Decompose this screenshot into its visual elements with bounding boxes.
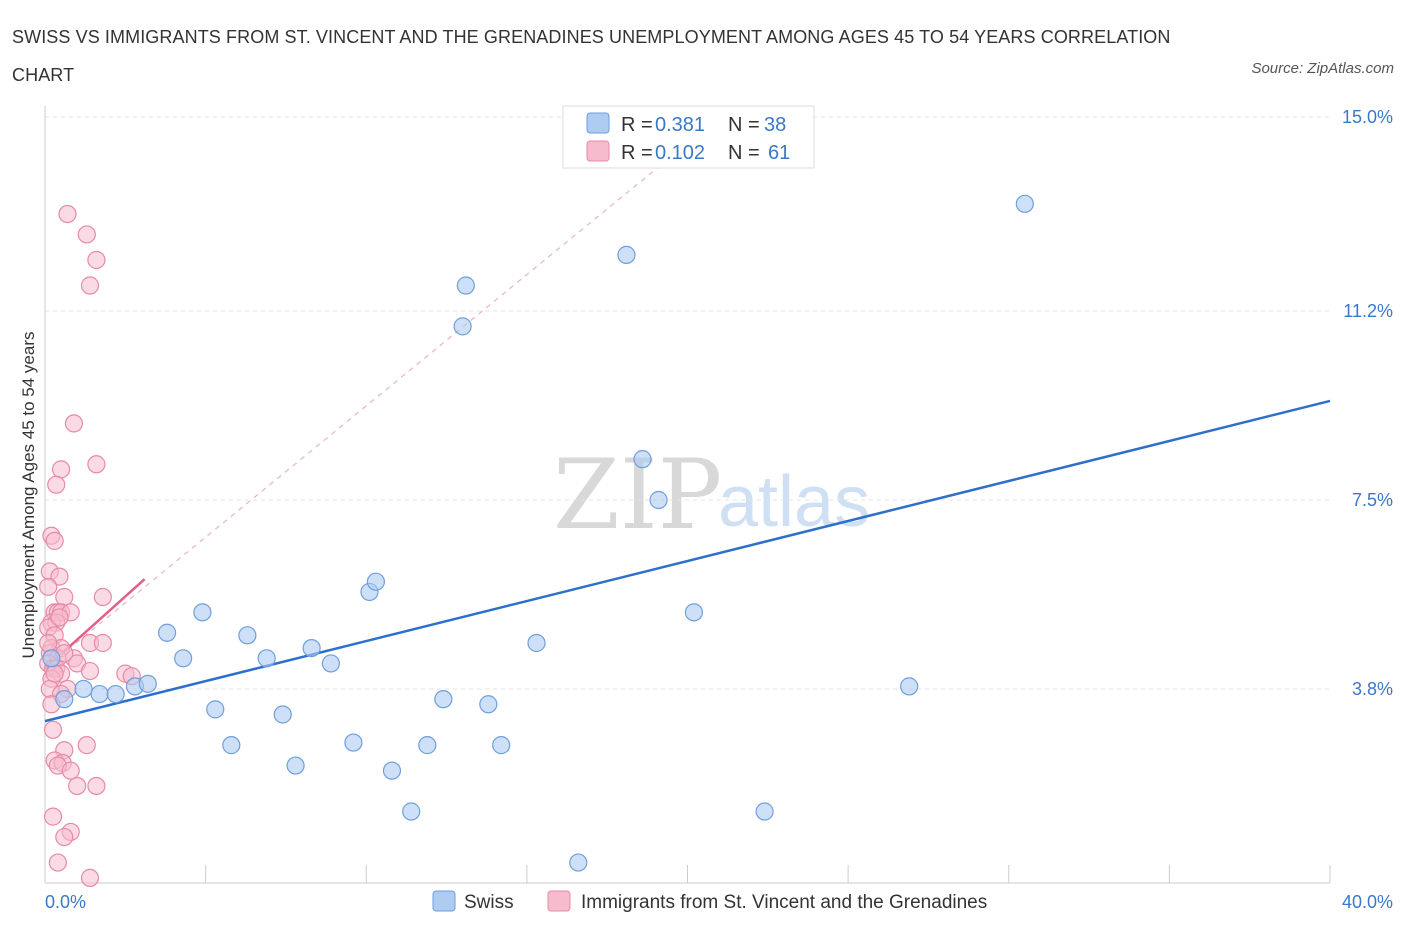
watermark-atlas: atlas (718, 462, 870, 542)
bottom-legend-swiss: Swiss (464, 892, 514, 913)
point-swiss (74, 679, 93, 699)
point-swiss (366, 572, 385, 591)
point-swiss (106, 684, 125, 704)
point-swiss (649, 490, 668, 510)
point-swiss (138, 674, 157, 693)
point-swiss (492, 736, 511, 755)
point-swiss (42, 649, 61, 668)
point-swiss (684, 603, 704, 622)
point-swiss (174, 649, 193, 668)
point-swiss (302, 638, 321, 658)
legend-swatch-immigrants (586, 140, 610, 162)
point-immigrants (80, 661, 100, 681)
point-immigrants (93, 587, 112, 607)
point-swiss (90, 684, 109, 704)
point-immigrants (55, 587, 74, 607)
point-swiss (206, 700, 225, 719)
point-swiss (321, 654, 341, 673)
point-immigrants (45, 531, 64, 550)
point-immigrants (43, 807, 63, 826)
point-swiss (418, 736, 437, 755)
legend-swiss-r-label: R = (621, 114, 653, 136)
legend-immigrants-n-label: N = (728, 142, 760, 164)
point-immigrants (64, 414, 84, 433)
point-immigrants (87, 250, 106, 270)
point-swiss (633, 450, 652, 469)
point-swiss (55, 690, 74, 709)
bottom-swatch-swiss (432, 890, 456, 912)
point-swiss (382, 761, 402, 780)
legend-immigrants-r-value: 0.102 (655, 142, 705, 164)
point-immigrants (68, 776, 87, 796)
bottom-legend-immigrants: Immigrants from St. Vincent and the Gren… (581, 892, 987, 913)
point-swiss (157, 623, 177, 642)
point-swiss (193, 603, 212, 622)
trend-lines (44, 116, 1331, 723)
y-tick-label: 3.8% (1352, 679, 1393, 699)
legend-swatch-swiss (586, 112, 610, 134)
x-ticks (205, 865, 1331, 883)
point-immigrants (51, 460, 71, 479)
point-swiss (755, 802, 774, 821)
point-swiss (434, 690, 453, 709)
y-tick-label: 11.2% (1343, 301, 1393, 321)
source-label: Source: ZipAtlas.com (1251, 60, 1394, 77)
point-swiss (238, 626, 257, 645)
legend-immigrants-r-label: R = (621, 142, 653, 164)
points-swiss (42, 194, 1034, 872)
point-immigrants (77, 736, 96, 755)
point-swiss (344, 733, 363, 752)
y-tick-label: 7.5% (1352, 490, 1393, 510)
point-swiss (273, 705, 292, 724)
point-swiss (286, 756, 305, 775)
point-immigrants (50, 567, 69, 586)
point-swiss (456, 276, 475, 295)
point-immigrants (58, 204, 77, 224)
point-swiss (569, 853, 588, 872)
legend-swiss-r-value: 0.381 (655, 114, 705, 136)
point-immigrants (80, 868, 100, 887)
point-immigrants (48, 853, 67, 872)
legend-swiss-n-label: N = (728, 114, 760, 136)
stats-legend: R = 0.381 N = 38 R = 0.102 N = 61 (562, 105, 815, 169)
legend-immigrants-n-value: 61 (768, 142, 790, 164)
point-immigrants (87, 455, 106, 474)
series-legend: Swiss Immigrants from St. Vincent and th… (432, 890, 987, 913)
gridlines (45, 116, 1330, 690)
point-swiss (1015, 194, 1034, 213)
point-immigrants (45, 664, 64, 683)
point-swiss (453, 317, 472, 336)
chart-title: SWISS VS IMMIGRANTS FROM ST. VINCENT AND… (12, 27, 1171, 85)
point-immigrants (61, 761, 80, 780)
y-tick-label: 15.0% (1342, 107, 1393, 127)
points-immigrants (39, 204, 141, 887)
point-swiss (900, 677, 919, 696)
x-tick-label-min: 0.0% (45, 892, 86, 912)
x-tick-label-max: 40.0% (1342, 892, 1393, 912)
point-swiss (222, 736, 241, 755)
point-immigrants (39, 633, 58, 653)
y-axis-title: Unemployment Among Ages 45 to 54 years (19, 332, 38, 659)
point-immigrants (47, 475, 66, 494)
point-swiss (402, 802, 421, 821)
point-immigrants (93, 633, 112, 653)
legend-swiss-n-value: 38 (764, 114, 786, 136)
point-immigrants (50, 608, 69, 627)
y-tick-labels: 3.8% 7.5% 11.2% 15.0% (1342, 107, 1393, 699)
point-swiss (617, 245, 636, 264)
point-immigrants (77, 225, 96, 244)
point-immigrants (80, 276, 100, 295)
bottom-swatch-immigrants (547, 890, 571, 912)
trend-line-swiss (44, 399, 1331, 723)
point-immigrants (55, 827, 74, 847)
point-swiss (479, 695, 498, 714)
point-immigrants (87, 776, 106, 796)
point-swiss (527, 633, 546, 653)
point-immigrants (43, 720, 63, 739)
point-immigrants (39, 577, 58, 596)
point-swiss (257, 649, 276, 668)
